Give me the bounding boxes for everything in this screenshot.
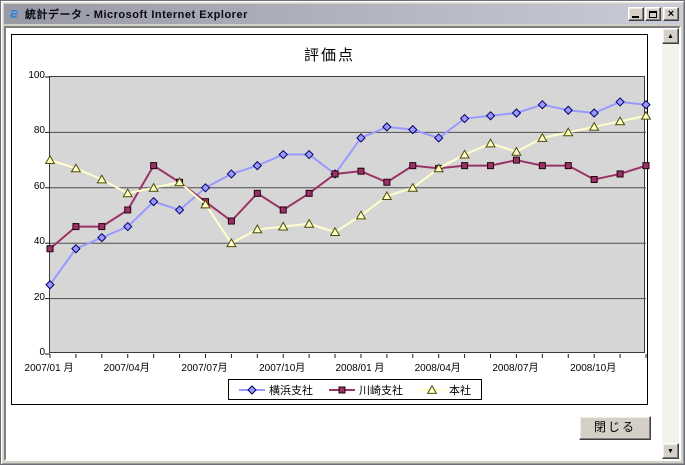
y-axis-tick-label: 20 bbox=[33, 291, 45, 303]
x-axis-tick-label: 2007/04月 bbox=[103, 363, 150, 374]
triangle-marker-icon bbox=[419, 384, 445, 394]
window-title: 統計データ - Microsoft Internet Explorer bbox=[25, 9, 248, 21]
chart-canvas bbox=[44, 76, 652, 358]
x-axis-tick-label: 2008/04月 bbox=[414, 363, 461, 374]
x-axis-tick-label: 2007/01 月 bbox=[24, 363, 74, 374]
close-window-button[interactable]: × bbox=[663, 7, 679, 21]
y-axis-tick-label: 100 bbox=[28, 70, 45, 81]
maximize-icon bbox=[649, 10, 657, 18]
page-content: 評価点 0 20 40 60 80 100 2007/01 月 2007/04月 2007/07… bbox=[4, 26, 681, 461]
x-axis-tick-label: 2008/07月 bbox=[492, 363, 539, 374]
chart-container: 評価点 0 20 40 60 80 100 2007/01 月 2007/04月 2007/07… bbox=[11, 34, 652, 405]
scroll-down-button[interactable]: ▼ bbox=[662, 443, 679, 459]
minimize-icon bbox=[632, 16, 639, 18]
diamond-marker-icon bbox=[239, 384, 265, 395]
vertical-scrollbar[interactable]: ▲ ▼ bbox=[662, 28, 679, 459]
legend-label: 横浜支社 bbox=[269, 384, 313, 397]
x-axis-tick-label: 2008/10月 bbox=[570, 363, 617, 374]
chart-title: 評価点 bbox=[303, 47, 355, 64]
y-axis-tick-label: 40 bbox=[33, 236, 45, 248]
chart-legend: 横浜支社 川崎支社 本社 bbox=[228, 379, 482, 400]
y-axis-tick-label: 0 bbox=[39, 347, 45, 358]
y-axis-tick-label: 80 bbox=[33, 125, 45, 137]
legend-item: 横浜支社 bbox=[239, 382, 313, 398]
maximize-button[interactable] bbox=[645, 7, 661, 21]
title-bar[interactable]: e 統計データ - Microsoft Internet Explorer × bbox=[4, 4, 681, 24]
minimize-button[interactable] bbox=[628, 7, 644, 21]
plot-area bbox=[44, 76, 652, 358]
x-axis-tick-label: 2007/07月 bbox=[181, 363, 228, 374]
scroll-up-button[interactable]: ▲ bbox=[662, 28, 679, 44]
legend-item: 本社 bbox=[419, 382, 471, 398]
square-marker-icon bbox=[329, 386, 355, 393]
legend-label: 川崎支社 bbox=[359, 384, 403, 397]
close-page-button[interactable]: 閉じる bbox=[579, 416, 651, 440]
y-axis-tick-label: 60 bbox=[33, 180, 45, 192]
x-axis-tick-label: 2008/01 月 bbox=[335, 363, 385, 374]
legend-item: 川崎支社 bbox=[329, 382, 403, 398]
internet-explorer-icon: e bbox=[6, 6, 22, 22]
legend-label: 本社 bbox=[449, 384, 471, 397]
x-axis-tick-label: 2007/10月 bbox=[259, 363, 306, 374]
